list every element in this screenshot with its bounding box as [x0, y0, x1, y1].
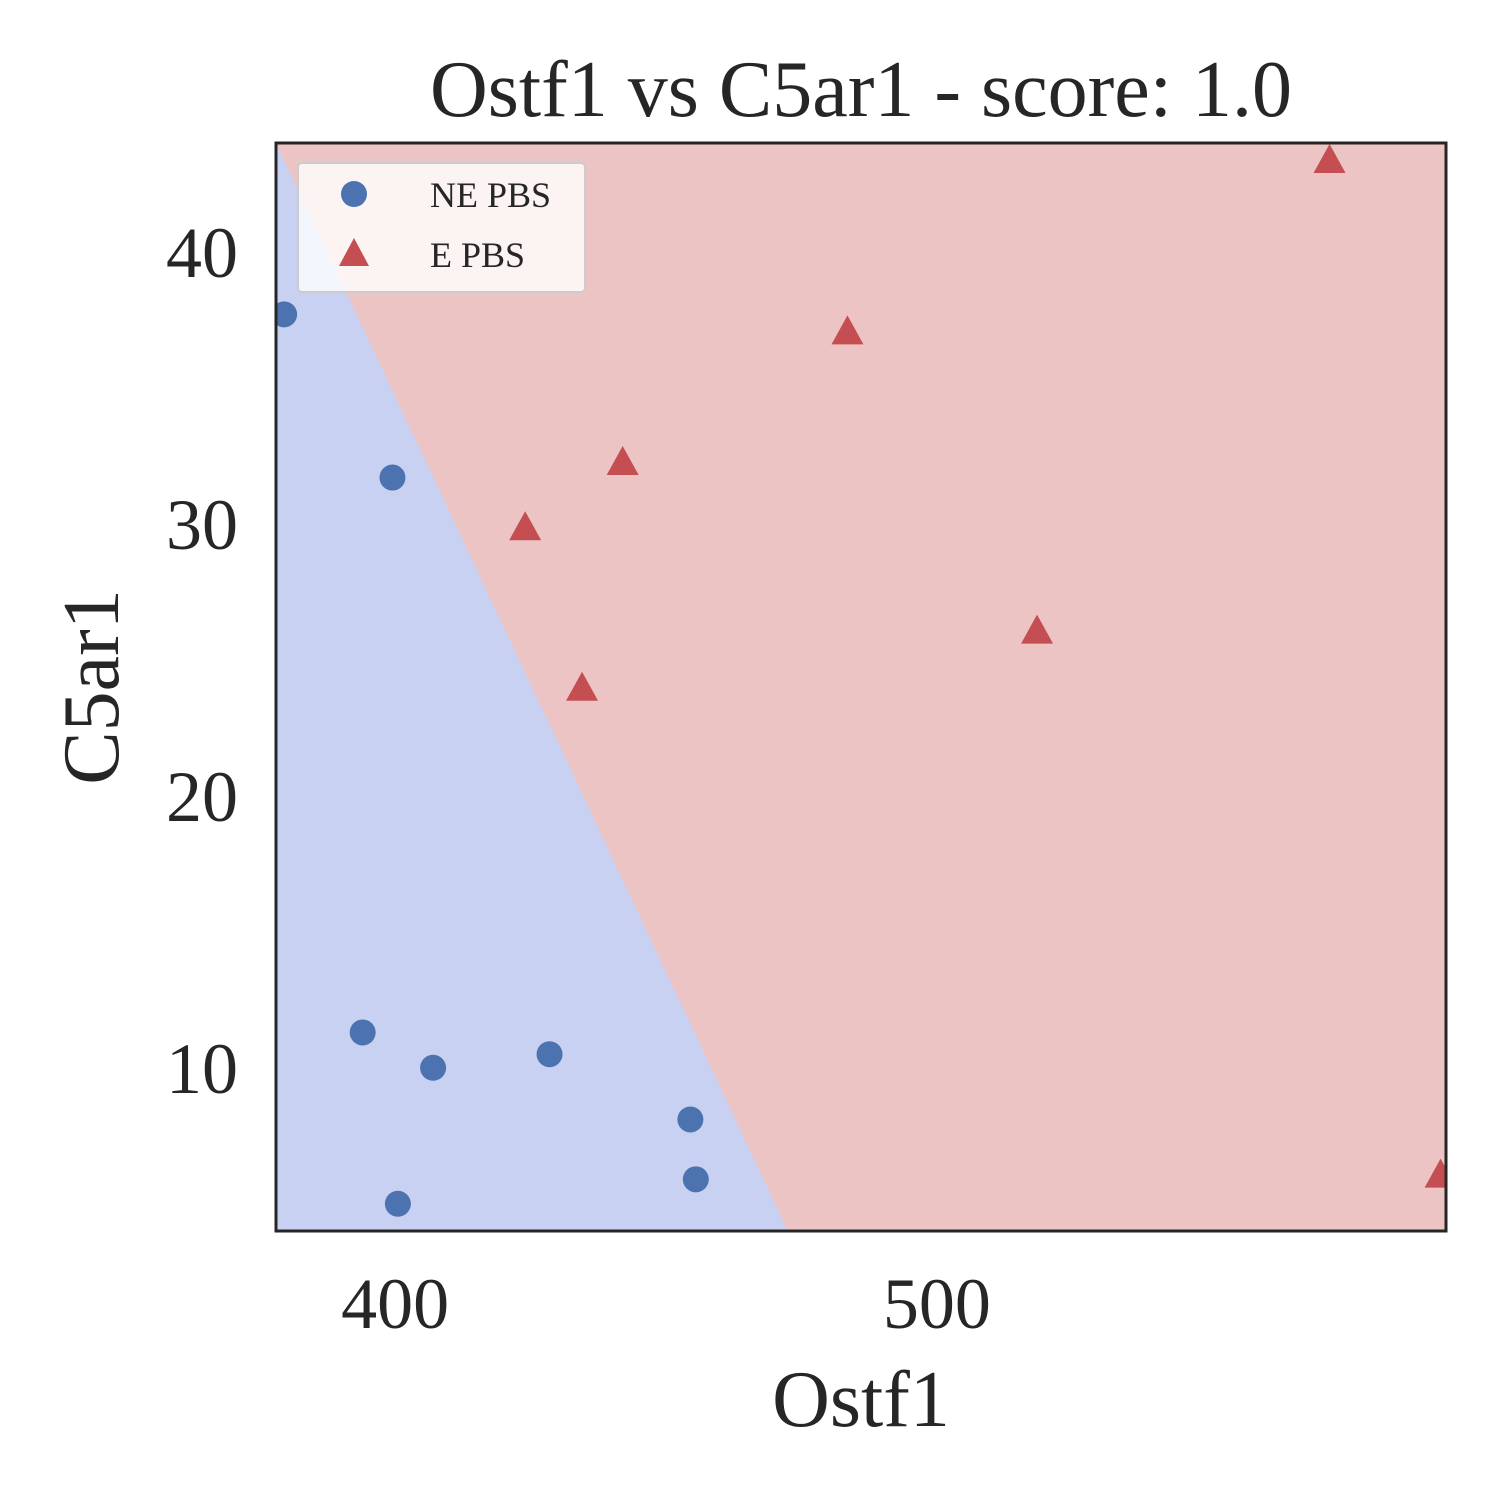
x-tick-label-400: 400 [341, 1264, 449, 1344]
ne-pbs-point-2 [349, 1019, 376, 1046]
data-points [276, 144, 1446, 1217]
e-pbs-point-2 [566, 671, 599, 701]
e-pbs-point-0 [509, 511, 542, 541]
ne-pbs-point-7 [384, 1190, 411, 1217]
ne-pbs-point-1 [379, 464, 406, 491]
ne-pbs-point-5 [677, 1106, 704, 1133]
legend-box [297, 162, 586, 293]
legend-label-ne-pbs: NE PBS [430, 175, 551, 215]
x-axis-label: Ostf1 [772, 1356, 950, 1444]
decision-regions [276, 143, 1446, 1231]
x-tick-labels: 400 500 [341, 1264, 991, 1344]
ne-pbs-point-4 [536, 1041, 563, 1068]
chart-title: Ostf1 vs C5ar1 - score: 1.0 [430, 46, 1292, 134]
e-pbs-point-4 [1021, 614, 1054, 644]
y-tick-label-20: 20 [166, 757, 238, 837]
e-pbs-point-3 [831, 315, 864, 345]
ne-pbs-point-6 [682, 1166, 709, 1193]
legend: NE PBS E PBS [297, 162, 586, 293]
x-tick-label-500: 500 [883, 1264, 991, 1344]
y-axis-label: C5ar1 [48, 589, 136, 785]
y-tick-label-30: 30 [166, 485, 238, 565]
e-pbs-point-1 [606, 445, 639, 475]
legend-marker-ne-pbs [341, 181, 367, 207]
plot-frame [274, 141, 1448, 1233]
ne-pbs-point-0 [276, 301, 298, 328]
e-pbs-point-6 [1424, 1158, 1446, 1188]
y-tick-labels: 10 20 30 40 [166, 213, 238, 1109]
ne-pbs-point-3 [420, 1054, 447, 1081]
legend-label-e-pbs: E PBS [430, 235, 525, 275]
y-tick-label-40: 40 [166, 213, 238, 293]
y-tick-label-10: 10 [166, 1029, 238, 1109]
region-ne-pbs [276, 143, 788, 1231]
e-pbs-point-5 [1313, 144, 1346, 174]
legend-marker-e-pbs [339, 238, 369, 266]
